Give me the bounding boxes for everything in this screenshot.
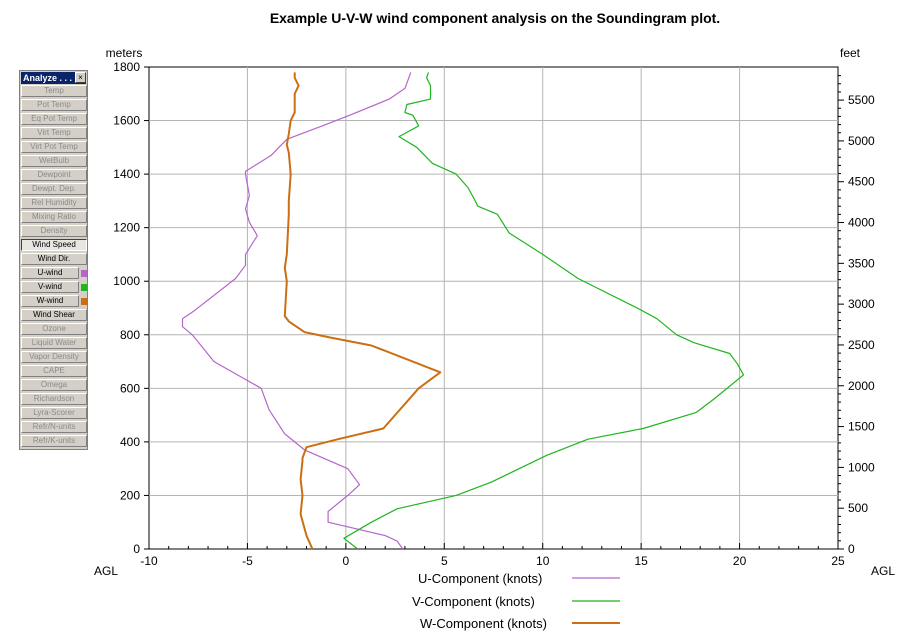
- palette-button-dewpt-dep[interactable]: Dewpt. Dep.: [21, 183, 87, 195]
- palette-button-density[interactable]: Density: [21, 225, 87, 237]
- palette-button-temp[interactable]: Temp: [21, 85, 87, 97]
- y-tick-label: 1400: [113, 167, 140, 181]
- palette-button-liquid-water[interactable]: Liquid Water: [21, 337, 87, 349]
- y-tick-label: 400: [120, 435, 140, 449]
- palette-button-refr-k-units[interactable]: Refr/K-units: [21, 435, 87, 447]
- x-axis-label-agl-left: AGL: [94, 564, 118, 578]
- x-tick-label: 5: [441, 554, 448, 568]
- series-color-swatch: [81, 298, 87, 305]
- palette-button-mixing-ratio[interactable]: Mixing Ratio: [21, 211, 87, 223]
- series-color-swatch: [81, 284, 87, 291]
- feet-tick-label: 1000: [848, 460, 875, 474]
- y-axis-label-feet: feet: [840, 46, 861, 60]
- series-line-3: [283, 72, 442, 550]
- palette-button-ozone[interactable]: Ozone: [21, 323, 87, 335]
- feet-tick-label: 0: [848, 542, 855, 556]
- y-tick-label: 800: [120, 328, 140, 342]
- palette-button-vapor-density[interactable]: Vapor Density: [21, 351, 87, 363]
- legend-label: V-Component (knots): [412, 594, 535, 609]
- palette-button-wind-dir[interactable]: Wind Dir.: [21, 253, 87, 265]
- x-tick-label: -5: [242, 554, 253, 568]
- y-axis-label-meters: meters: [106, 46, 143, 60]
- x-tick-label: 15: [634, 554, 648, 568]
- y-tick-label: 200: [120, 488, 140, 502]
- palette-button-wetbulb[interactable]: WetBulb: [21, 155, 87, 167]
- series-line-1: [181, 72, 412, 550]
- y-tick-label: 1800: [113, 60, 140, 74]
- close-icon[interactable]: ×: [75, 72, 86, 83]
- palette-button-v-wind[interactable]: V-wind: [21, 281, 79, 293]
- x-tick-label: 0: [343, 554, 350, 568]
- palette-button-dewpoint[interactable]: Dewpoint: [21, 169, 87, 181]
- palette-button-omega[interactable]: Omega: [21, 379, 87, 391]
- feet-tick-label: 2000: [848, 379, 875, 393]
- x-tick-label: 10: [536, 554, 550, 568]
- palette-button-richardson[interactable]: Richardson: [21, 393, 87, 405]
- feet-tick-label: 3000: [848, 297, 875, 311]
- analyze-palette[interactable]: Analyze . . . × Temp Pot Temp Eq Pot Temp V…: [19, 70, 88, 450]
- feet-tick-label: 5000: [848, 134, 875, 148]
- palette-button-wind-shear[interactable]: Wind Shear: [21, 309, 87, 321]
- palette-button-virt-temp[interactable]: Virt Temp: [21, 127, 87, 139]
- feet-tick-label: 3500: [848, 256, 875, 270]
- x-axis-label-agl-right: AGL: [871, 564, 895, 578]
- chart-title: Example U-V-W wind component analysis on…: [269, 10, 721, 26]
- palette-button-wind-speed[interactable]: Wind Speed: [21, 239, 87, 251]
- palette-button-eq-pot-temp[interactable]: Eq Pot Temp: [21, 113, 87, 125]
- palette-button-u-wind[interactable]: U-wind: [21, 267, 79, 279]
- palette-button-rel-humidity[interactable]: Rel Humidity: [21, 197, 87, 209]
- feet-tick-label: 5500: [848, 93, 875, 107]
- feet-tick-label: 500: [848, 501, 868, 515]
- series-line-2: [343, 72, 745, 550]
- x-tick-label: -10: [140, 554, 158, 568]
- palette-button-refr-n-units[interactable]: Refr/N-units: [21, 421, 87, 433]
- palette-button-cape[interactable]: CAPE: [21, 365, 87, 377]
- legend-label: U-Component (knots): [418, 571, 542, 586]
- y-tick-label: 600: [120, 381, 140, 395]
- palette-title: Analyze . . .: [21, 72, 86, 84]
- feet-tick-label: 2500: [848, 338, 875, 352]
- x-tick-label: 25: [831, 554, 845, 568]
- y-tick-label: 1200: [113, 221, 140, 235]
- palette-button-w-wind[interactable]: W-wind: [21, 295, 79, 307]
- x-tick-label: 20: [733, 554, 747, 568]
- y-tick-label: 1600: [113, 114, 140, 128]
- series-color-swatch: [81, 270, 87, 277]
- plot-frame: [148, 66, 839, 550]
- y-tick-label: 0: [133, 542, 140, 556]
- palette-button-lyra-scorer[interactable]: Lyra-Scorer: [21, 407, 87, 419]
- palette-button-virt-pot-temp[interactable]: Virt Pot Temp: [21, 141, 87, 153]
- feet-tick-label: 4000: [848, 216, 875, 230]
- palette-button-pot-temp[interactable]: Pot Temp: [21, 99, 87, 111]
- legend-label: W-Component (knots): [420, 616, 547, 631]
- feet-tick-label: 4500: [848, 175, 875, 189]
- feet-tick-label: 1500: [848, 420, 875, 434]
- y-tick-label: 1000: [113, 274, 140, 288]
